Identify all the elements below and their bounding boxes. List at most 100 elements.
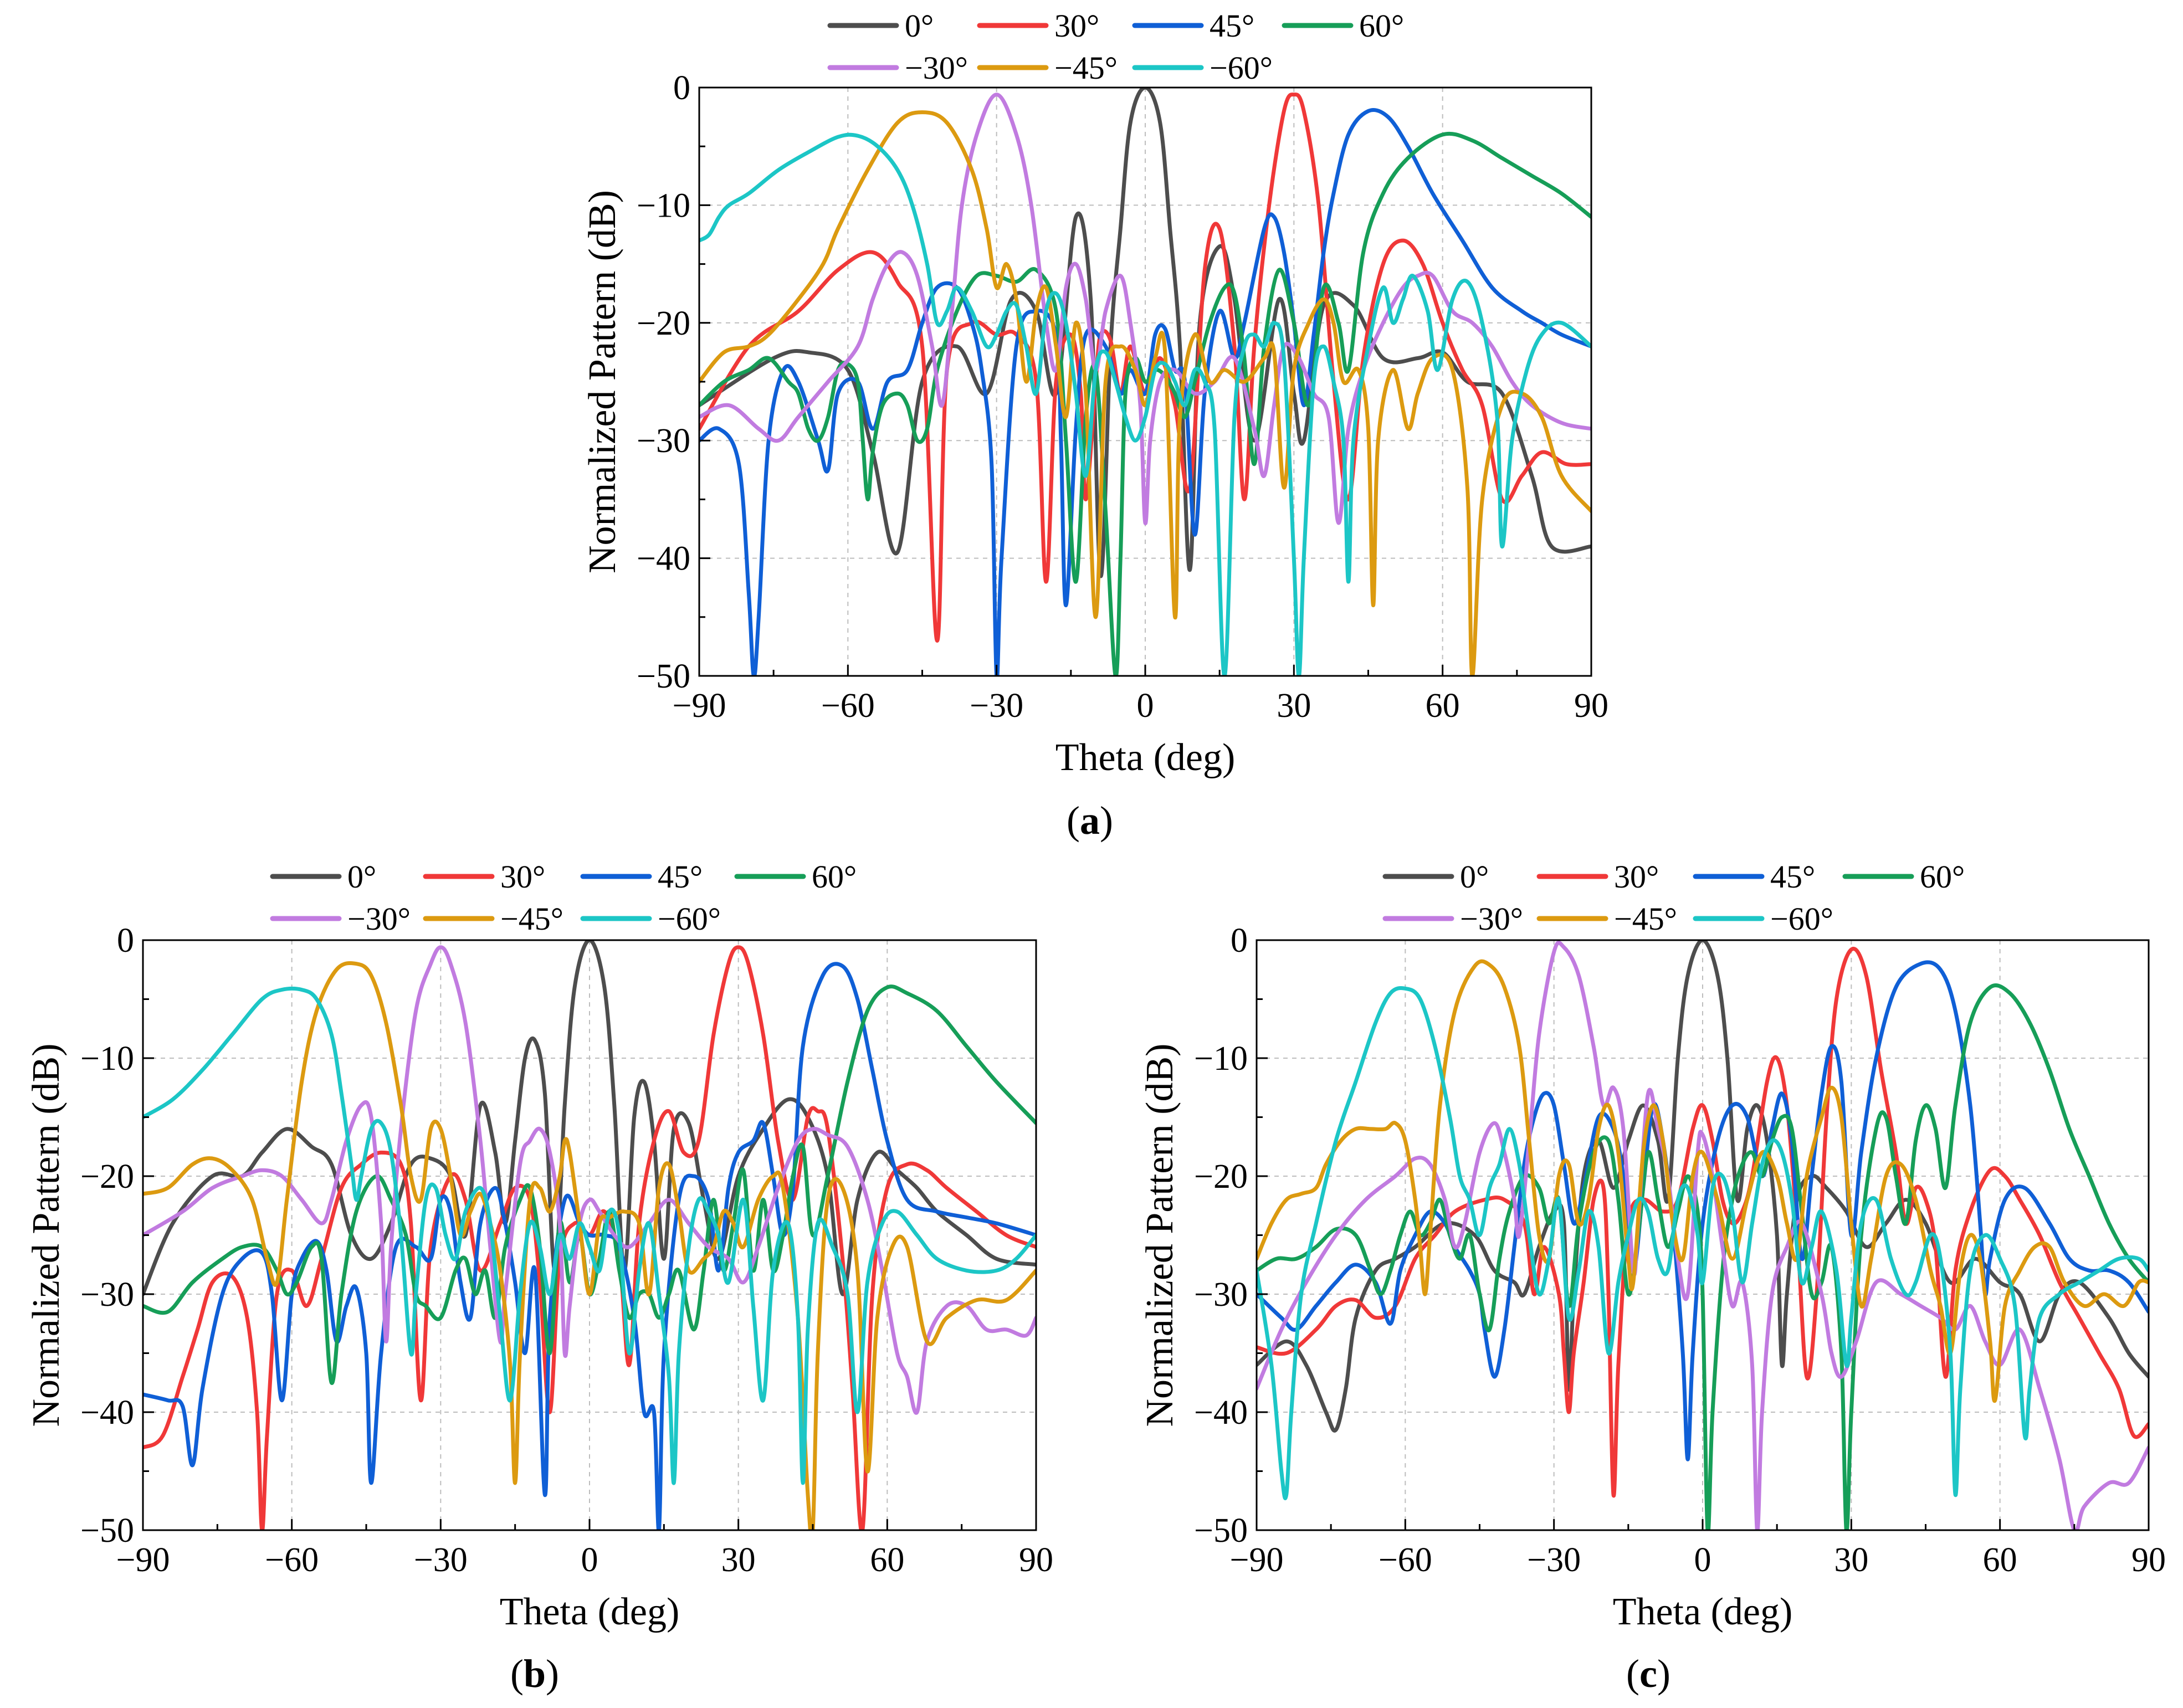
y-tick-label: −30 xyxy=(1194,1276,1248,1314)
legend-item-0deg: 0° xyxy=(270,859,376,895)
y-axis-title: Normalized Pattern (dB) xyxy=(25,1043,68,1427)
x-tick-label: 60 xyxy=(1426,687,1460,725)
series-line-neg45deg-panel-b xyxy=(143,961,1036,1530)
y-tick-label: 0 xyxy=(1231,922,1248,960)
x-tick-label: −90 xyxy=(1230,1541,1284,1579)
chart-panel-b: −90 −60 −30 0 30 60 90 0 −10 −20 −30 −40 −50 Theta (d… xyxy=(25,859,1053,1696)
x-tick-label: 0 xyxy=(581,1541,598,1579)
legend-label: −60° xyxy=(1210,50,1273,86)
legend-label: 0° xyxy=(347,859,376,895)
y-tick-label: −20 xyxy=(637,305,690,342)
y-tick-label: −10 xyxy=(80,1040,134,1078)
legend-label: 45° xyxy=(1210,8,1254,44)
legend-label: 30° xyxy=(1054,8,1099,44)
series-line-60deg-panel-a xyxy=(699,131,1591,676)
legend-item-60deg: 60° xyxy=(1282,8,1404,44)
legend-label: −60° xyxy=(658,901,721,937)
x-axis-title: Theta (deg) xyxy=(1613,1591,1793,1633)
legend-label: 0° xyxy=(905,8,934,44)
x-tick-label: −60 xyxy=(1379,1541,1432,1579)
y-tick-label: 0 xyxy=(117,922,134,960)
legend-item-0deg: 0° xyxy=(1382,859,1489,895)
panel-caption: (c) xyxy=(1626,1651,1670,1696)
legend-item-neg30deg: −30° xyxy=(270,901,411,937)
series-line-neg60deg-panel-a xyxy=(699,132,1591,676)
legend-label: −30° xyxy=(1460,901,1523,937)
y-tick-label: −30 xyxy=(637,422,690,460)
legend-item-neg45deg: −45° xyxy=(977,50,1118,86)
legend-label: 45° xyxy=(1770,859,1815,895)
legend-label: 60° xyxy=(812,859,857,895)
x-tick-label: 30 xyxy=(721,1541,756,1579)
series-group xyxy=(1257,940,2149,1530)
x-axis-title: Theta (deg) xyxy=(1055,736,1236,779)
x-tick-label: −60 xyxy=(821,687,875,725)
y-tick-label: 0 xyxy=(673,69,690,107)
series-group xyxy=(143,940,1036,1530)
chart-panel-a: −90 −60 −30 0 30 60 90 0 −10 −20 −30 −40 −50 Theta (d… xyxy=(581,8,1608,843)
x-tick-label: 30 xyxy=(1277,687,1311,725)
x-tick-label: 90 xyxy=(1574,687,1608,725)
y-tick-label: −10 xyxy=(1194,1040,1248,1078)
legend-label: 60° xyxy=(1920,859,1965,895)
legend-item-30deg: 30° xyxy=(423,859,545,895)
x-tick-label: 30 xyxy=(1834,1541,1868,1579)
legend-item-45deg: 45° xyxy=(1132,8,1254,44)
x-tick-label: 0 xyxy=(1694,1541,1711,1579)
series-line-neg45deg-panel-a xyxy=(699,110,1591,676)
x-tick-label: −30 xyxy=(414,1541,468,1579)
legend-item-neg60deg: −60° xyxy=(1132,50,1273,86)
legend-item-0deg: 0° xyxy=(827,8,934,44)
legend-label: −60° xyxy=(1770,901,1833,937)
legend-item-30deg: 30° xyxy=(1536,859,1659,895)
legend-item-45deg: 45° xyxy=(1693,859,1815,895)
x-tick-label: 0 xyxy=(1137,687,1154,725)
y-tick-label: −50 xyxy=(637,658,690,695)
legend-label: −45° xyxy=(1054,50,1118,86)
x-tick-label: −60 xyxy=(265,1541,319,1579)
chart-panel-c: −90 −60 −30 0 30 60 90 0 −10 −20 −30 −40 −50 Theta (d… xyxy=(1139,859,2166,1696)
y-tick-label: −40 xyxy=(1194,1394,1248,1432)
series-line-0deg-panel-b xyxy=(143,940,1036,1296)
legend-label: −30° xyxy=(347,901,411,937)
legend-item-60deg: 60° xyxy=(734,859,857,895)
y-tick-label: −20 xyxy=(1194,1158,1248,1196)
y-tick-label: −20 xyxy=(80,1158,134,1196)
legend-label: 60° xyxy=(1359,8,1404,44)
y-tick-label: −10 xyxy=(637,187,690,224)
series-line-neg60deg-panel-c xyxy=(1257,986,2149,1500)
x-tick-label: −30 xyxy=(1527,1541,1581,1579)
y-tick-label: −50 xyxy=(80,1512,134,1550)
legend-item-neg30deg: −30° xyxy=(827,50,968,86)
x-tick-label: −90 xyxy=(116,1541,170,1579)
panel-caption: (a) xyxy=(1067,798,1113,843)
y-tick-label: −50 xyxy=(1194,1512,1248,1550)
x-tick-label: 90 xyxy=(2131,1541,2166,1579)
legend-item-neg45deg: −45° xyxy=(423,901,563,937)
legend-label: 0° xyxy=(1460,859,1489,895)
legend-item-neg60deg: −60° xyxy=(580,901,721,937)
x-tick-label: −90 xyxy=(673,687,726,725)
legend-label: −30° xyxy=(905,50,968,86)
x-axis-title: Theta (deg) xyxy=(500,1591,680,1633)
series-line-30deg-panel-a xyxy=(699,93,1591,643)
y-axis-title: Normalized Pattern (dB) xyxy=(1139,1043,1181,1427)
series-line-60deg-panel-c xyxy=(1257,983,2149,1530)
series-line-neg45deg-panel-c xyxy=(1257,959,2149,1403)
y-axis-title: Normalized Pattern (dB) xyxy=(581,190,624,573)
legend-item-neg60deg: −60° xyxy=(1693,901,1833,937)
legend-label: 30° xyxy=(1614,859,1659,895)
legend-label: 30° xyxy=(500,859,545,895)
legend-label: −45° xyxy=(500,901,563,937)
legend-label: −45° xyxy=(1614,901,1677,937)
legend-item-neg45deg: −45° xyxy=(1536,901,1677,937)
x-tick-label: −30 xyxy=(970,687,1023,725)
legend-item-30deg: 30° xyxy=(977,8,1099,44)
series-line-neg60deg-panel-b xyxy=(143,986,1036,1485)
x-tick-label: 60 xyxy=(1983,1541,2017,1579)
legend-label: 45° xyxy=(658,859,703,895)
legend-item-60deg: 60° xyxy=(1842,859,1965,895)
y-tick-label: −40 xyxy=(80,1394,134,1432)
panel-caption: (b) xyxy=(510,1651,559,1696)
